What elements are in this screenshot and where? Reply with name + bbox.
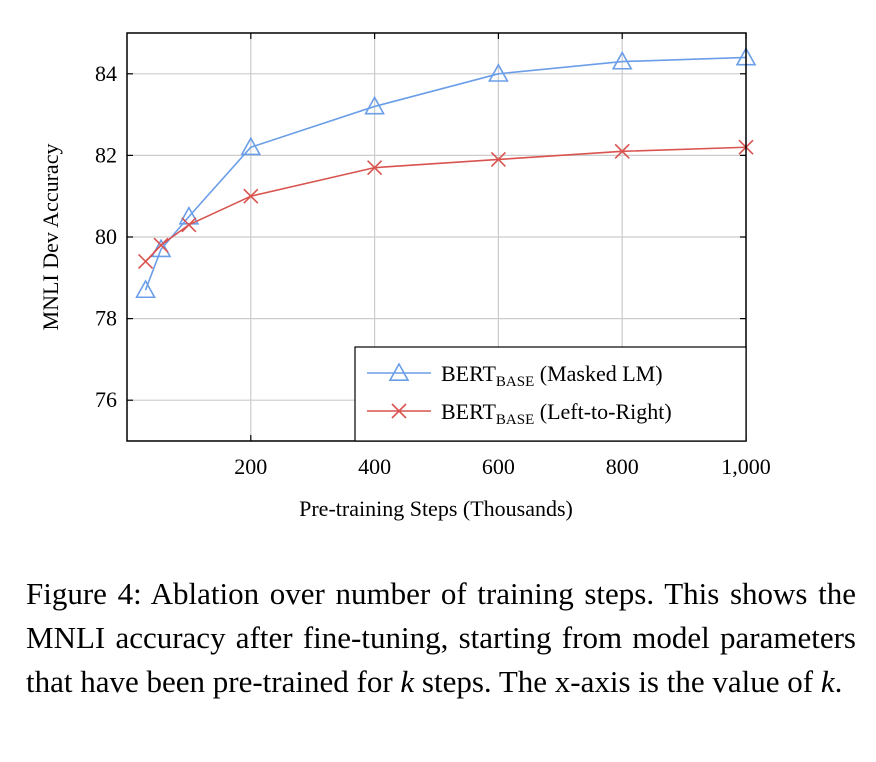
- x-tick-label: 800: [606, 454, 639, 479]
- data-point-1-b: [367, 160, 383, 176]
- data-point-1-b: [243, 188, 259, 204]
- caption-text-3: .: [834, 664, 843, 699]
- y-tick-label: 80: [95, 224, 117, 249]
- legend-marker-0: [388, 362, 410, 382]
- series-line-0: [144, 56, 747, 291]
- legend-label-0: BERTBASE (Masked LM): [441, 361, 663, 390]
- data-point-1: [614, 143, 630, 159]
- x-tick-label: 1,000: [721, 454, 771, 479]
- caption-text-2: steps. The x-axis is the value of: [414, 664, 821, 699]
- data-point-0: [135, 279, 156, 299]
- legend-marker-1: [391, 403, 407, 419]
- y-tick-label: 78: [95, 306, 117, 331]
- data-point-1-b: [138, 253, 154, 270]
- legend-label-1: BERTBASE (Left-to-Right): [441, 399, 672, 428]
- data-point-0: [364, 95, 385, 115]
- data-point-1: [181, 217, 197, 233]
- legend-box: [354, 346, 747, 442]
- caption-k-2: k: [820, 664, 835, 699]
- data-point-0: [240, 136, 262, 156]
- data-point-0: [611, 50, 633, 70]
- data-point-1-b: [614, 143, 630, 159]
- caption-text-1: Figure 4: Ablation over number of traini…: [26, 576, 856, 699]
- axis-ticks: 200 400 600 800 1,000 76 78 80 82 84: [95, 33, 771, 479]
- data-point-1: [243, 188, 259, 204]
- chart: 200 400 600 800 1,000 76 78 80 82 84 Pre-training…: [38, 32, 771, 521]
- y-tick-label: 84: [95, 61, 117, 86]
- y-tick-label: 82: [95, 142, 117, 167]
- data-point-1-b: [490, 151, 506, 168]
- legend-marker-1-b: [391, 403, 407, 419]
- x-tick-label: 600: [482, 454, 515, 479]
- data-point-1-b: [153, 237, 169, 253]
- data-point-1-b: [181, 217, 197, 233]
- x-axis-label: Pre-training Steps (Thousands): [299, 496, 573, 521]
- x-tick-label: 200: [234, 454, 267, 479]
- y-tick-label: 76: [95, 387, 117, 412]
- series-layer: [135, 46, 757, 299]
- legend: BERTBASE (Masked LM) BERTBASE (Left-to-Ri…: [354, 346, 747, 442]
- caption-k-1: k: [400, 664, 415, 699]
- series-line-1: [144, 146, 747, 263]
- y-axis-label: MNLI Dev Accuracy: [38, 144, 63, 331]
- data-point-0: [150, 238, 172, 258]
- data-point-1: [138, 253, 154, 270]
- data-point-1: [153, 237, 169, 253]
- figure-caption: Figure 4: Ablation over number of traini…: [26, 572, 856, 704]
- x-tick-label: 400: [358, 454, 391, 479]
- data-point-1: [490, 151, 506, 168]
- data-point-0: [488, 63, 509, 82]
- data-point-1: [367, 160, 383, 176]
